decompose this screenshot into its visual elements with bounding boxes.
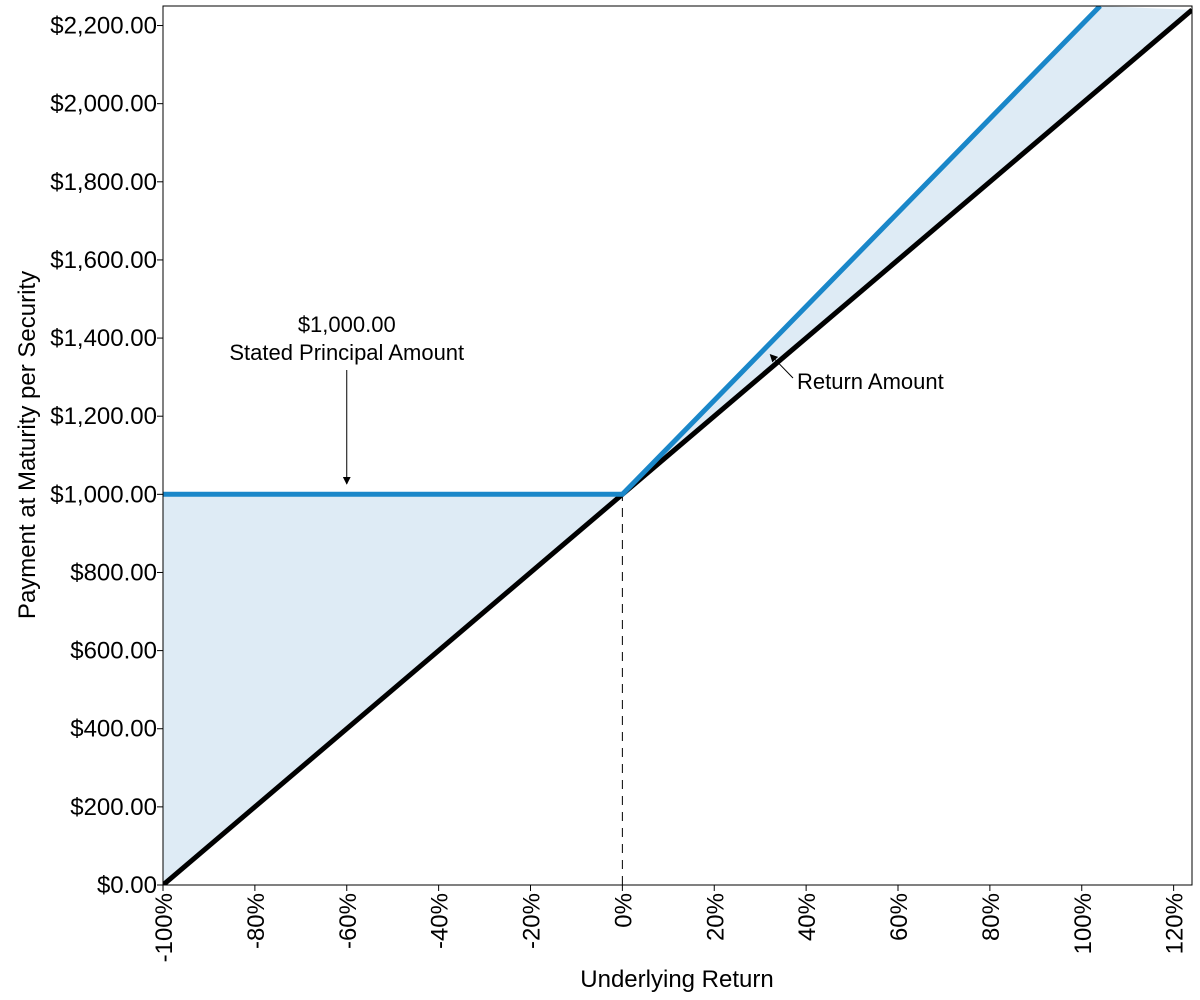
annotation-return-label: Return Amount bbox=[797, 369, 944, 394]
series-line-payment bbox=[163, 6, 1102, 497]
y-tick-label: $2,000.00 bbox=[50, 91, 157, 118]
y-axis-title: Payment at Maturity per Security bbox=[14, 271, 41, 619]
series-layer bbox=[163, 6, 1192, 885]
x-tick-label: 120% bbox=[1162, 893, 1189, 954]
y-tick-label: $1,000.00 bbox=[50, 481, 157, 508]
x-axis: -100% -80% -60% -40% -20% 0% 20% 40% 60% 80% 100% 1… bbox=[151, 885, 1189, 962]
x-tick-label: -40% bbox=[427, 893, 454, 949]
y-axis: $0.00 $200.00 $400.00 $600.00 $800.00 $1,000.… bbox=[50, 13, 163, 899]
x-tick-label: 40% bbox=[794, 893, 821, 941]
y-tick-label: $200.00 bbox=[70, 794, 157, 821]
x-tick-label: 20% bbox=[702, 893, 729, 941]
annotation-layer: $1,000.00 Stated Principal Amount Return A… bbox=[229, 312, 944, 485]
x-tick-label: -80% bbox=[243, 893, 270, 949]
x-tick-label: 60% bbox=[886, 893, 913, 941]
x-tick-label: -20% bbox=[519, 893, 546, 949]
y-tick-label: $2,200.00 bbox=[50, 13, 157, 40]
x-tick-label: 100% bbox=[1070, 893, 1097, 954]
y-tick-label: $1,400.00 bbox=[50, 325, 157, 352]
y-tick-label: $400.00 bbox=[70, 716, 157, 743]
x-axis-title: Underlying Return bbox=[580, 966, 773, 993]
y-tick-label: $1,600.00 bbox=[50, 247, 157, 274]
y-tick-label: $1,800.00 bbox=[50, 169, 157, 196]
x-tick-label: -60% bbox=[335, 893, 362, 949]
y-tick-label: $800.00 bbox=[70, 559, 157, 586]
annotation-principal-value: $1,000.00 bbox=[298, 312, 396, 337]
annotation-principal-label: Stated Principal Amount bbox=[229, 340, 464, 365]
series-line-underlying bbox=[163, 7, 1192, 885]
x-tick-label: 80% bbox=[978, 893, 1005, 941]
y-tick-label: $600.00 bbox=[70, 638, 157, 665]
y-tick-label: $1,200.00 bbox=[50, 403, 157, 430]
annotation-return-arrow bbox=[769, 353, 794, 379]
y-tick-label: $0.00 bbox=[97, 872, 157, 899]
plot-frame bbox=[162, 5, 1193, 886]
x-tick-label: 0% bbox=[610, 893, 637, 928]
x-tick-label: -100% bbox=[151, 893, 178, 962]
